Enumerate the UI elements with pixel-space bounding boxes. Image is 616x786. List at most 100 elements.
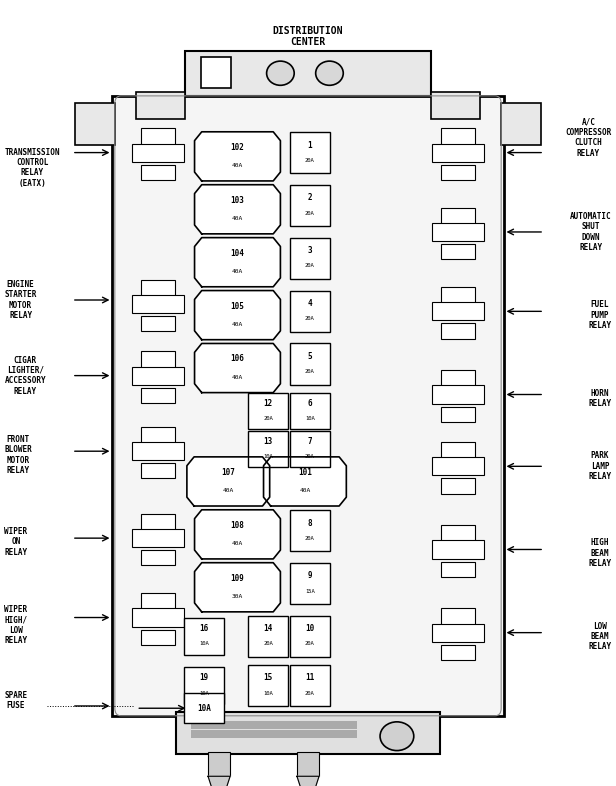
Text: 103: 103 [230, 196, 245, 204]
Bar [132, 529, 184, 547]
Text: HIGH
BEAM
RELAY: HIGH BEAM RELAY [588, 538, 612, 568]
Polygon shape [195, 343, 280, 393]
Text: 10A: 10A [197, 703, 211, 713]
Bar [441, 244, 476, 259]
Bar [432, 223, 484, 241]
Bar [290, 291, 330, 332]
Text: 14: 14 [264, 624, 273, 634]
Bar [132, 443, 184, 461]
Bar [432, 385, 484, 403]
Text: 13: 13 [264, 437, 273, 446]
Text: 12: 12 [264, 399, 273, 408]
Text: 9: 9 [307, 571, 312, 580]
Text: 20A: 20A [305, 641, 315, 646]
Text: 40A: 40A [232, 321, 243, 327]
Bar [111, 96, 505, 716]
Bar [290, 237, 330, 279]
Text: 40A: 40A [232, 163, 243, 168]
Ellipse shape [380, 722, 414, 751]
Bar [432, 623, 484, 641]
Bar [290, 665, 330, 707]
Text: FRONT
BLOWER
MOTOR
RELAY: FRONT BLOWER MOTOR RELAY [4, 435, 32, 475]
Bar [140, 387, 175, 402]
Bar [501, 104, 541, 145]
Text: 40A: 40A [232, 375, 243, 380]
Bar [248, 665, 288, 707]
Bar [441, 370, 476, 387]
Text: 104: 104 [230, 248, 245, 258]
Polygon shape [195, 237, 280, 287]
Bar [132, 608, 184, 626]
Text: 20A: 20A [305, 317, 315, 321]
Bar [441, 128, 476, 145]
Text: 15: 15 [264, 674, 273, 682]
Text: 4: 4 [307, 299, 312, 308]
Text: 10A: 10A [199, 641, 209, 646]
Text: WIPER
ON
RELAY: WIPER ON RELAY [4, 527, 28, 556]
Text: 20A: 20A [305, 263, 315, 269]
Text: A/C
COMPRESSOR
CLUTCH
RELAY: A/C COMPRESSOR CLUTCH RELAY [565, 117, 612, 157]
Bar [290, 615, 330, 657]
Text: 2: 2 [307, 193, 312, 203]
Bar [441, 287, 476, 303]
Bar [432, 303, 484, 321]
Bar [75, 104, 115, 145]
Text: 108: 108 [230, 521, 245, 530]
Text: 20A: 20A [263, 641, 273, 646]
Bar [432, 457, 484, 476]
Bar [140, 280, 175, 296]
Bar [136, 92, 185, 119]
Text: 10A: 10A [263, 691, 273, 696]
Text: 40A: 40A [232, 541, 243, 546]
Polygon shape [264, 457, 346, 506]
Bar [441, 645, 476, 660]
Text: 20A: 20A [305, 691, 315, 696]
Text: CIGAR
LIGHTER/
ACCESSORY
RELAY: CIGAR LIGHTER/ ACCESSORY RELAY [4, 355, 46, 395]
Bar [441, 608, 476, 625]
Bar [140, 427, 175, 443]
Bar [290, 563, 330, 604]
Polygon shape [195, 185, 280, 234]
Ellipse shape [267, 61, 294, 86]
Text: 6: 6 [307, 399, 312, 408]
Bar [248, 393, 288, 429]
Bar [140, 316, 175, 331]
Bar [185, 50, 431, 96]
Text: TRANSMISSION
CONTROL
RELAY
(EATX): TRANSMISSION CONTROL RELAY (EATX) [4, 148, 60, 188]
Text: WIPER
HIGH/
LOW
RELAY: WIPER HIGH/ LOW RELAY [4, 605, 28, 645]
Text: 10A: 10A [199, 691, 209, 696]
Text: HORN
RELAY: HORN RELAY [588, 388, 612, 408]
Polygon shape [208, 777, 230, 786]
Text: FUEL
PUMP
RELAY: FUEL PUMP RELAY [588, 300, 612, 330]
Bar [140, 550, 175, 565]
Text: AUTOMATIC
SHUT
DOWN
RELAY: AUTOMATIC SHUT DOWN RELAY [570, 212, 612, 252]
Polygon shape [187, 457, 270, 506]
Text: 40A: 40A [232, 269, 243, 274]
Bar [140, 463, 175, 479]
Bar [248, 615, 288, 657]
Text: 1: 1 [307, 141, 312, 149]
Text: 105: 105 [230, 302, 245, 310]
Bar [132, 144, 184, 162]
Text: 102: 102 [230, 143, 245, 152]
Bar [432, 144, 484, 162]
Bar [290, 431, 330, 467]
Text: 20A: 20A [263, 417, 273, 421]
Bar [432, 541, 484, 559]
Bar [441, 525, 476, 542]
Bar [441, 165, 476, 180]
Text: 40A: 40A [222, 488, 234, 493]
Bar [290, 185, 330, 226]
Text: PARK
LAMP
RELAY: PARK LAMP RELAY [588, 451, 612, 481]
Text: 10A: 10A [305, 417, 315, 421]
Polygon shape [195, 510, 280, 559]
Bar [132, 295, 184, 313]
Text: 8: 8 [307, 519, 312, 527]
Bar [441, 208, 476, 225]
Text: 20A: 20A [305, 211, 315, 215]
Text: 10A: 10A [263, 454, 273, 459]
Text: 101: 101 [298, 468, 312, 477]
Bar [184, 667, 224, 704]
Text: 20A: 20A [305, 158, 315, 163]
Text: 20A: 20A [305, 369, 315, 374]
